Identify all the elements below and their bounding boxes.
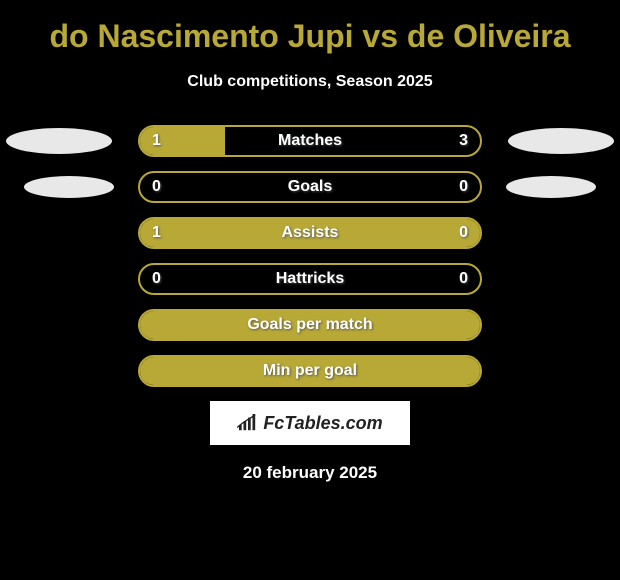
stat-row-matches: 1 Matches 3 [0, 125, 620, 157]
stat-row-goals: 0 Goals 0 [0, 171, 620, 203]
date-label: 20 february 2025 [0, 463, 620, 483]
stat-row-hattricks: 0 Hattricks 0 [0, 263, 620, 295]
page-title: do Nascimento Jupi vs de Oliveira [0, 0, 620, 55]
logo-text: FcTables.com [263, 413, 382, 434]
logo-box: FcTables.com [210, 401, 410, 445]
stat-bar-matches: 1 Matches 3 [138, 125, 482, 157]
stat-label: Matches [140, 127, 480, 155]
stat-row-assists: 1 Assists 0 [0, 217, 620, 249]
player-left-avatar-placeholder [6, 128, 112, 154]
stat-label: Hattricks [140, 265, 480, 293]
stat-value-right: 0 [459, 219, 468, 247]
chart-icon [237, 414, 259, 432]
stat-bar-goals-per-match: Goals per match [138, 309, 482, 341]
stat-row-min-per-goal: Min per goal [0, 355, 620, 387]
player-left-avatar-placeholder [24, 176, 114, 198]
stat-value-right: 0 [459, 265, 468, 293]
stat-value-right: 3 [459, 127, 468, 155]
stat-label: Min per goal [140, 357, 480, 385]
stat-value-right: 0 [459, 173, 468, 201]
player-right-avatar-placeholder [506, 176, 596, 198]
stat-row-goals-per-match: Goals per match [0, 309, 620, 341]
stat-label: Assists [140, 219, 480, 247]
player-right-avatar-placeholder [508, 128, 614, 154]
stat-bar-goals: 0 Goals 0 [138, 171, 482, 203]
stat-label: Goals per match [140, 311, 480, 339]
stat-label: Goals [140, 173, 480, 201]
stat-bar-assists: 1 Assists 0 [138, 217, 482, 249]
stat-bar-min-per-goal: Min per goal [138, 355, 482, 387]
subtitle: Club competitions, Season 2025 [0, 73, 620, 91]
comparison-chart: 1 Matches 3 0 Goals 0 1 Assists 0 0 Hatt… [0, 125, 620, 387]
stat-bar-hattricks: 0 Hattricks 0 [138, 263, 482, 295]
